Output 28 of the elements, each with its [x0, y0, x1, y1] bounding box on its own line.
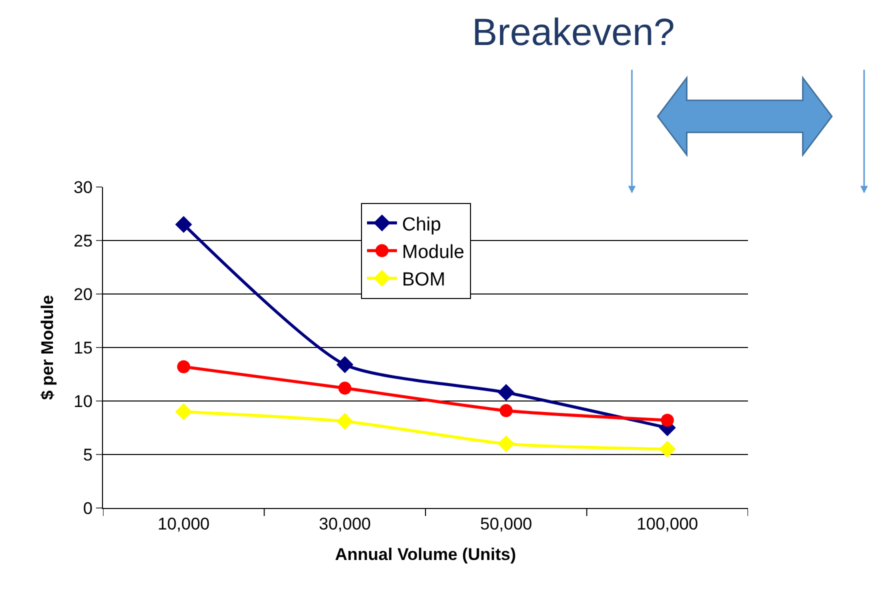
legend-label: BOM — [402, 270, 446, 291]
x-tick-label: 100,000 — [636, 514, 698, 534]
point — [498, 435, 515, 452]
text: Breakeven? — [472, 12, 675, 54]
point — [658, 440, 676, 458]
point — [175, 403, 192, 420]
x-tick-label: 10,000 — [158, 514, 210, 534]
y-tick-label: 0 — [83, 498, 93, 518]
x-tick-label: 30,000 — [318, 514, 371, 534]
y-axis-title: $ per Module — [38, 295, 58, 400]
point — [338, 382, 352, 395]
y-tick-label: 5 — [83, 445, 93, 464]
y-tick-label: 30 — [74, 178, 93, 197]
y-tick-label: 10 — [74, 392, 93, 411]
point — [336, 412, 354, 430]
legend-label: Module — [402, 242, 464, 264]
legend-label: Chip — [402, 214, 442, 236]
x-axis-title: Annual Volume (Units) — [334, 544, 516, 564]
point — [177, 360, 190, 374]
point — [175, 216, 192, 233]
x-tick-label: 50,000 — [480, 514, 532, 534]
y-tick-label: 15 — [74, 338, 93, 358]
y-tick-label: 20 — [74, 284, 93, 304]
y-tick-label: 25 — [74, 231, 93, 250]
point — [498, 384, 515, 401]
point — [336, 356, 354, 374]
point — [660, 414, 674, 427]
point — [500, 404, 513, 418]
